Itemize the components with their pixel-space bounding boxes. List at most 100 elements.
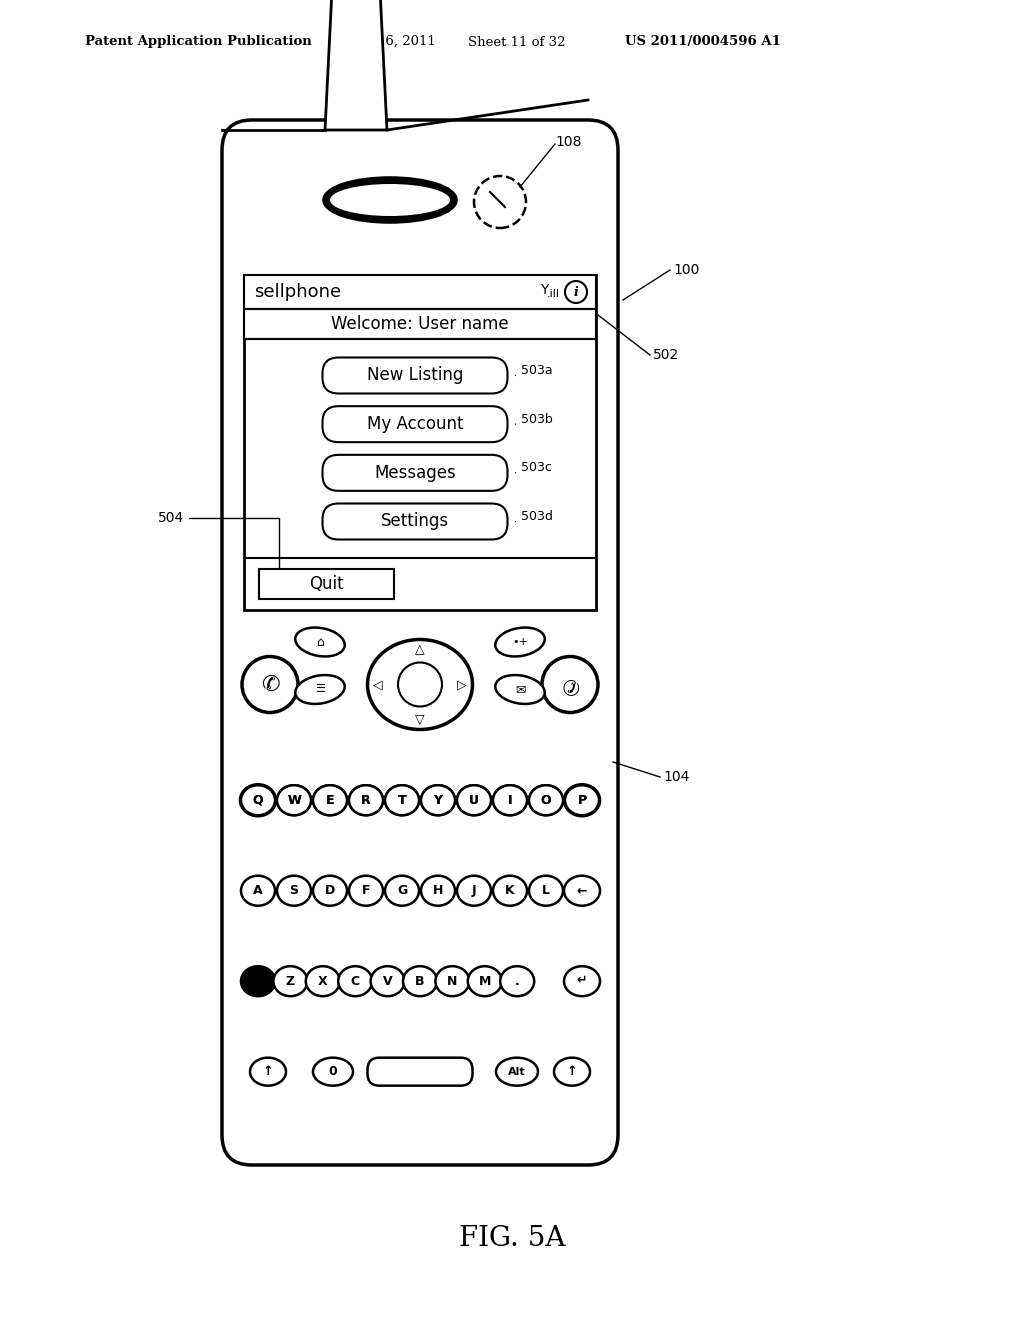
Text: Y: Y bbox=[433, 793, 442, 807]
Ellipse shape bbox=[403, 966, 437, 997]
Ellipse shape bbox=[349, 785, 383, 816]
Text: Q: Q bbox=[253, 793, 263, 807]
Ellipse shape bbox=[371, 966, 404, 997]
Text: ✆: ✆ bbox=[261, 675, 280, 694]
Text: FIG. 5A: FIG. 5A bbox=[459, 1225, 565, 1251]
Circle shape bbox=[542, 656, 598, 713]
Ellipse shape bbox=[493, 785, 527, 816]
Text: B: B bbox=[416, 974, 425, 987]
Text: Sheet 11 of 32: Sheet 11 of 32 bbox=[468, 36, 565, 49]
Text: T: T bbox=[397, 793, 407, 807]
Ellipse shape bbox=[278, 875, 311, 906]
Bar bbox=[244, 275, 596, 309]
Ellipse shape bbox=[435, 966, 469, 997]
Ellipse shape bbox=[385, 785, 419, 816]
Ellipse shape bbox=[421, 785, 455, 816]
FancyBboxPatch shape bbox=[323, 503, 508, 540]
Text: sellphone: sellphone bbox=[254, 282, 341, 301]
Ellipse shape bbox=[241, 966, 275, 997]
Ellipse shape bbox=[338, 966, 372, 997]
Ellipse shape bbox=[493, 785, 527, 816]
Text: ▷: ▷ bbox=[457, 678, 467, 690]
Text: US 2011/0004596 A1: US 2011/0004596 A1 bbox=[625, 36, 781, 49]
Bar bbox=[244, 275, 596, 610]
Text: Z: Z bbox=[286, 974, 295, 987]
Ellipse shape bbox=[493, 875, 527, 906]
Ellipse shape bbox=[330, 183, 450, 216]
FancyBboxPatch shape bbox=[222, 120, 618, 1166]
Ellipse shape bbox=[349, 785, 383, 816]
Ellipse shape bbox=[529, 785, 563, 816]
Text: ◁: ◁ bbox=[373, 678, 383, 690]
Ellipse shape bbox=[529, 785, 563, 816]
Ellipse shape bbox=[457, 875, 490, 906]
Text: D: D bbox=[325, 884, 335, 898]
Ellipse shape bbox=[313, 1057, 353, 1085]
Bar bbox=[259, 569, 394, 599]
Ellipse shape bbox=[564, 784, 600, 816]
Text: Jan. 6, 2011: Jan. 6, 2011 bbox=[355, 36, 436, 49]
Bar bbox=[244, 309, 596, 339]
Ellipse shape bbox=[421, 785, 455, 816]
Text: 504: 504 bbox=[158, 511, 184, 525]
Ellipse shape bbox=[295, 627, 345, 656]
Text: A: A bbox=[253, 884, 263, 898]
Ellipse shape bbox=[241, 875, 275, 906]
Circle shape bbox=[565, 281, 587, 304]
Text: O: O bbox=[541, 793, 551, 807]
Ellipse shape bbox=[306, 966, 340, 997]
Polygon shape bbox=[325, 0, 387, 129]
Ellipse shape bbox=[564, 966, 600, 997]
Text: C: C bbox=[350, 974, 359, 987]
Text: 503c: 503c bbox=[520, 461, 551, 474]
Text: 108: 108 bbox=[555, 135, 582, 149]
Text: 104: 104 bbox=[663, 770, 689, 784]
Text: X: X bbox=[318, 974, 328, 987]
Text: H: H bbox=[433, 884, 443, 898]
Text: i: i bbox=[573, 285, 579, 298]
Text: E: E bbox=[326, 793, 334, 807]
Text: ←: ← bbox=[577, 884, 587, 898]
Text: I: I bbox=[508, 793, 512, 807]
Text: M: M bbox=[478, 974, 490, 987]
Text: ↵: ↵ bbox=[577, 974, 587, 987]
Text: W: W bbox=[287, 793, 301, 807]
Text: U: U bbox=[469, 793, 479, 807]
Ellipse shape bbox=[529, 875, 563, 906]
Ellipse shape bbox=[500, 966, 535, 997]
Ellipse shape bbox=[457, 785, 490, 816]
Text: ✆: ✆ bbox=[561, 675, 579, 694]
FancyBboxPatch shape bbox=[323, 358, 508, 393]
Text: Patent Application Publication: Patent Application Publication bbox=[85, 36, 311, 49]
Text: ⌂: ⌂ bbox=[316, 635, 324, 648]
Text: .ill: .ill bbox=[547, 289, 559, 300]
Text: Quit: Quit bbox=[309, 576, 344, 593]
Text: U: U bbox=[469, 793, 479, 807]
Text: New Listing: New Listing bbox=[367, 367, 463, 384]
Circle shape bbox=[474, 176, 526, 228]
FancyBboxPatch shape bbox=[368, 1057, 472, 1085]
Text: .: . bbox=[515, 974, 519, 987]
Ellipse shape bbox=[565, 785, 599, 816]
Ellipse shape bbox=[313, 785, 347, 816]
Ellipse shape bbox=[273, 966, 307, 997]
Circle shape bbox=[242, 656, 298, 713]
Text: △: △ bbox=[415, 643, 425, 656]
Ellipse shape bbox=[278, 785, 311, 816]
Text: ▽: ▽ bbox=[415, 713, 425, 726]
Ellipse shape bbox=[313, 875, 347, 906]
Ellipse shape bbox=[554, 1057, 590, 1085]
Text: L: L bbox=[542, 884, 550, 898]
Text: K: K bbox=[505, 884, 515, 898]
Text: N: N bbox=[447, 974, 458, 987]
Text: W: W bbox=[287, 793, 301, 807]
Ellipse shape bbox=[564, 875, 600, 906]
Text: 503a: 503a bbox=[520, 364, 552, 378]
Ellipse shape bbox=[250, 1057, 286, 1085]
Ellipse shape bbox=[278, 785, 311, 816]
Text: I: I bbox=[508, 793, 512, 807]
Ellipse shape bbox=[468, 966, 502, 997]
Text: J: J bbox=[472, 884, 476, 898]
Ellipse shape bbox=[496, 675, 545, 704]
Ellipse shape bbox=[240, 784, 276, 816]
